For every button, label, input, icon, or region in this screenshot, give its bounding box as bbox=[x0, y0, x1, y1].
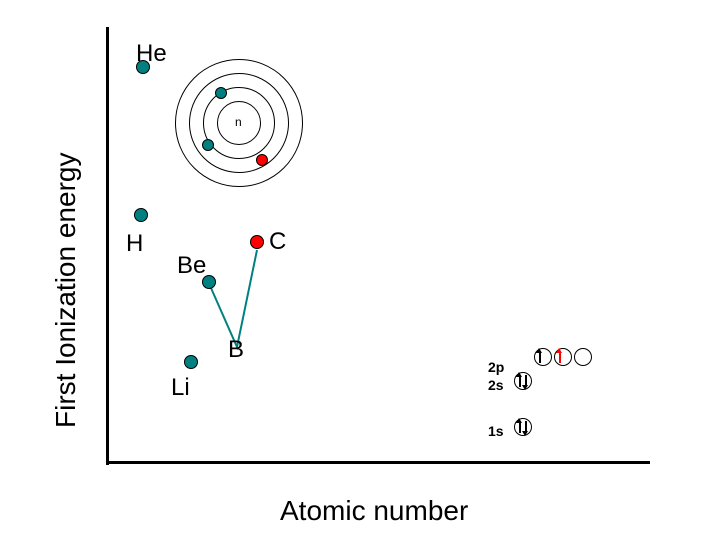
point-label-he: He bbox=[136, 40, 167, 68]
point-label-b: B bbox=[228, 336, 244, 364]
point-c bbox=[250, 235, 264, 249]
point-label-c: C bbox=[269, 228, 286, 256]
spin-up-head-icon bbox=[516, 372, 522, 377]
y-axis-label: First Ionization energy bbox=[50, 153, 82, 428]
bohr-electron-1 bbox=[215, 87, 227, 99]
point-label-be: Be bbox=[177, 252, 206, 280]
spin-up-head-icon bbox=[516, 418, 522, 423]
bohr-electron-2 bbox=[202, 139, 214, 151]
orbital-cell-2p-2 bbox=[574, 348, 592, 366]
point-label-li: Li bbox=[171, 374, 190, 402]
orbital-label-2p: 2p bbox=[488, 359, 504, 375]
x-axis-line bbox=[107, 461, 650, 464]
bohr-nucleus-label: n bbox=[235, 115, 242, 129]
spin-down-head-icon bbox=[522, 385, 528, 390]
point-li bbox=[184, 355, 198, 369]
orbital-label-2s: 2s bbox=[488, 377, 504, 393]
point-h bbox=[134, 208, 148, 222]
y-axis-line bbox=[106, 27, 109, 465]
x-axis-label: Atomic number bbox=[280, 495, 468, 527]
point-label-h: H bbox=[126, 230, 143, 258]
spin-up-head-icon bbox=[536, 348, 542, 353]
spin-down-head-icon bbox=[522, 431, 528, 436]
orbital-label-1s: 1s bbox=[488, 423, 504, 439]
spin-up-head-icon bbox=[556, 348, 562, 353]
bohr-electron-3 bbox=[256, 154, 268, 166]
